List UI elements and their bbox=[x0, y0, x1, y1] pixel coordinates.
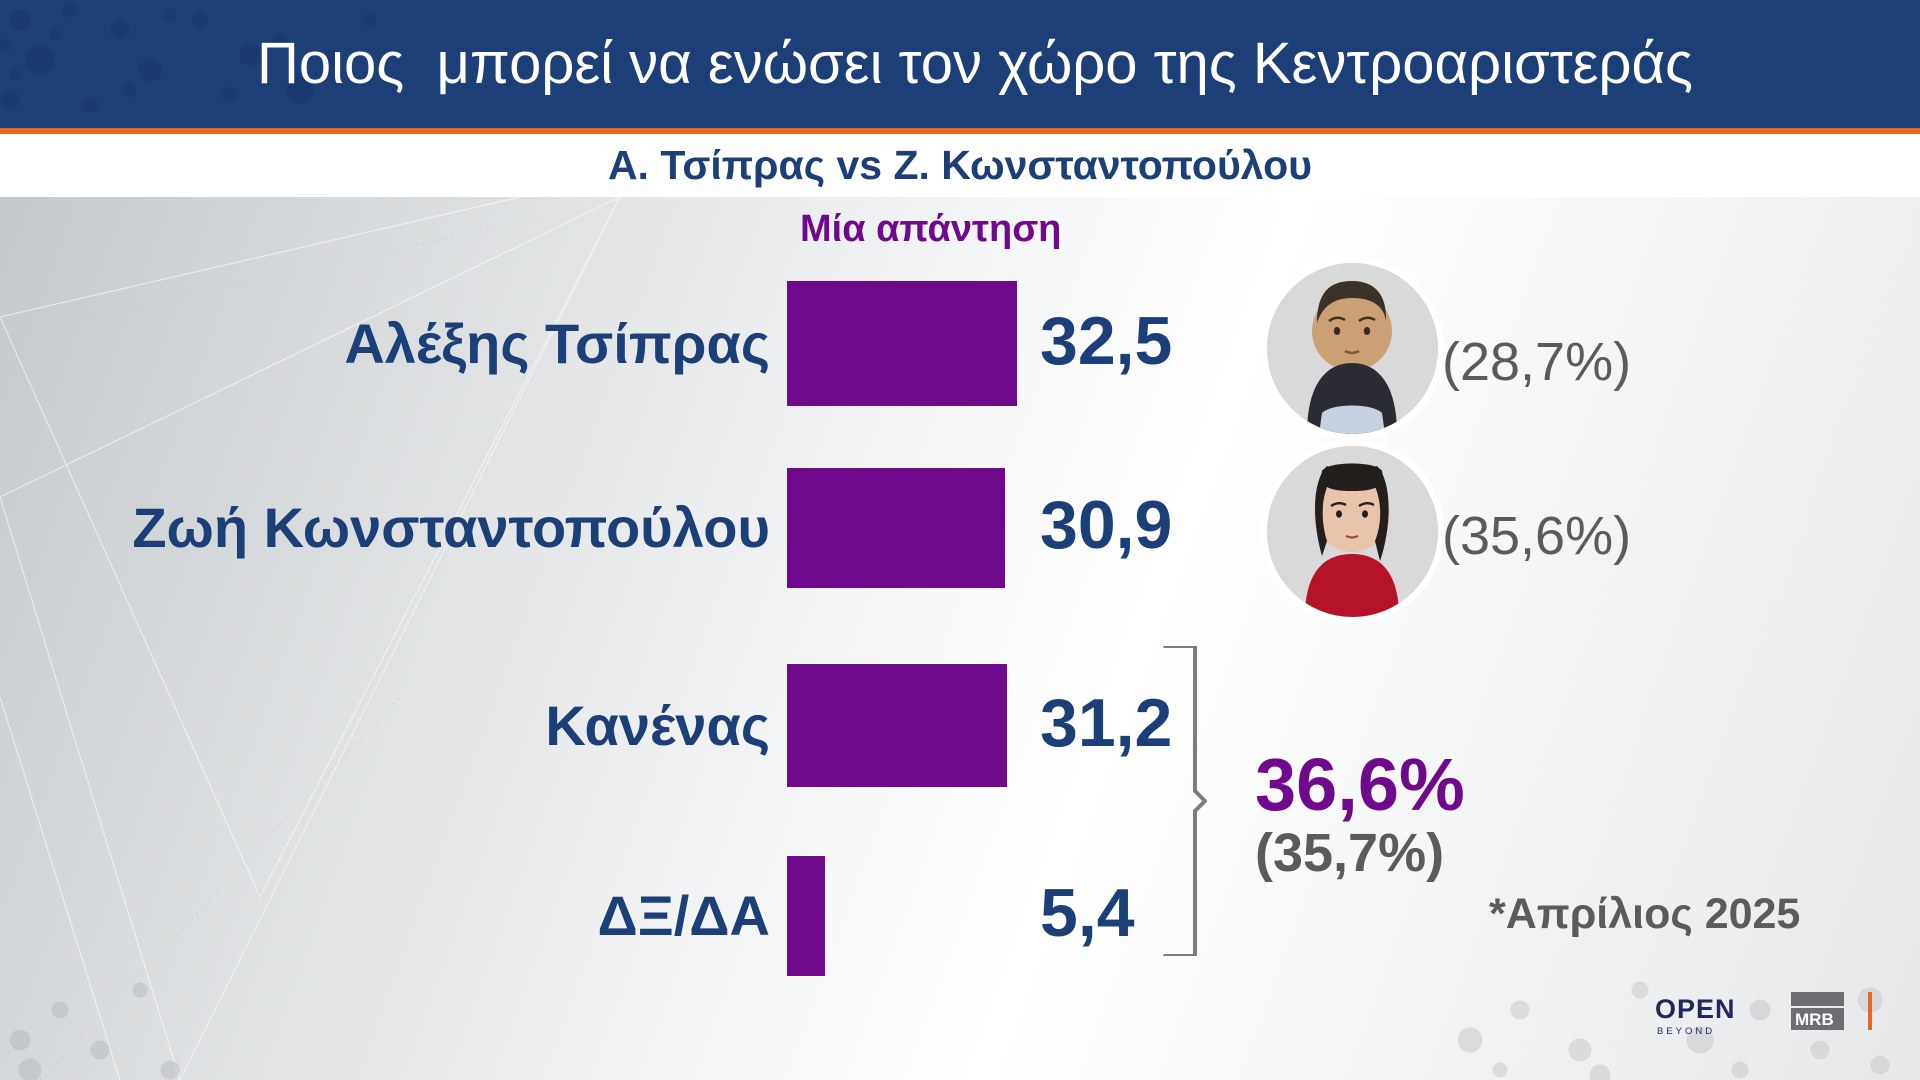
svg-text:OPEN: OPEN bbox=[1655, 994, 1736, 1024]
svg-text:MRB: MRB bbox=[1795, 1010, 1834, 1029]
svg-text:BEYOND: BEYOND bbox=[1657, 1026, 1715, 1037]
